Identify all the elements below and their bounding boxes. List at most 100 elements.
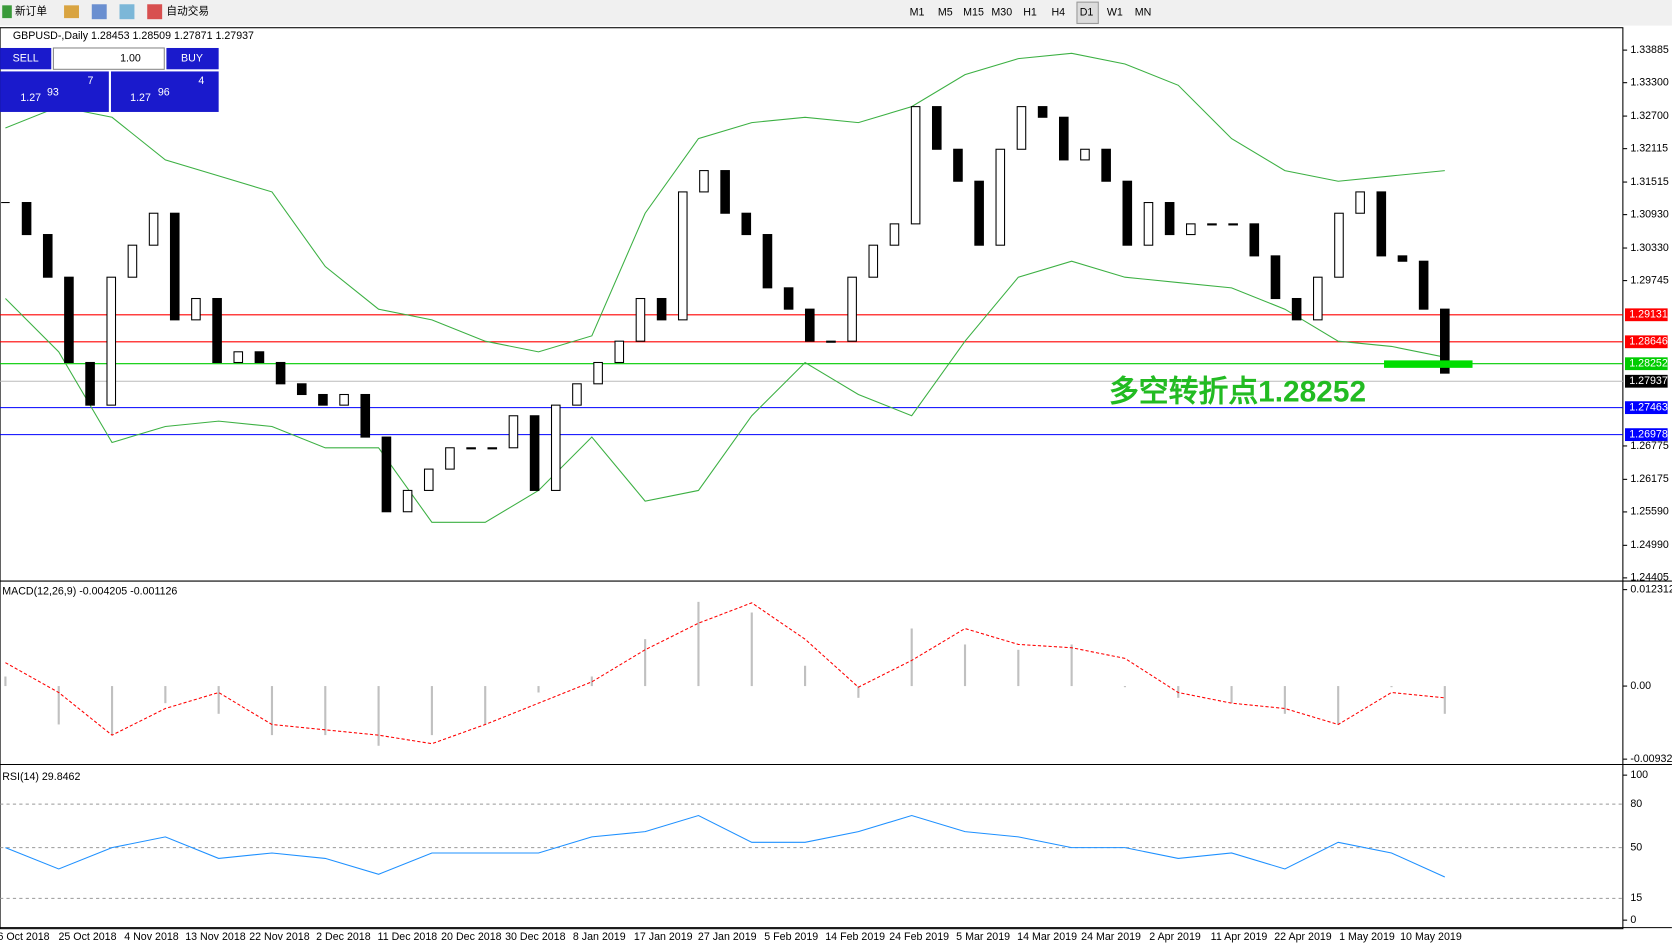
x-tick-label: 1 May 2019	[1339, 931, 1395, 943]
auto-trade[interactable]: 自动交易	[166, 5, 209, 18]
level-tag	[1625, 428, 1668, 442]
candle	[212, 297, 222, 364]
macd-bar	[4, 676, 7, 687]
candle	[529, 415, 540, 491]
candle	[1164, 202, 1175, 236]
buy-price-box[interactable]	[110, 71, 219, 112]
y-tick-label: 1.26775	[1630, 440, 1669, 452]
macd-bar	[1017, 649, 1020, 687]
icon[interactable]	[119, 4, 135, 20]
x-tick-label: 5 Feb 2019	[764, 931, 818, 943]
level-tag	[1625, 308, 1668, 322]
y-tick-label: 1.32700	[1630, 110, 1669, 122]
candle	[931, 106, 942, 150]
candle	[1334, 212, 1344, 278]
icon[interactable]	[147, 4, 163, 20]
candle	[1228, 223, 1238, 226]
buy-big: 1.27	[130, 92, 151, 104]
candle	[85, 361, 95, 406]
candle	[1440, 308, 1450, 374]
y-tick-label: 1.33885	[1630, 44, 1669, 56]
rsi-line	[5, 814, 1446, 878]
y-tick-label: 80	[1630, 798, 1642, 810]
icon[interactable]	[91, 4, 107, 20]
y-tick-label: 1.24405	[1630, 572, 1669, 584]
period-button[interactable]: M5	[938, 7, 953, 19]
candle	[720, 170, 730, 214]
candle	[1291, 297, 1302, 321]
candle	[953, 148, 963, 182]
y-tick-label: 50	[1630, 841, 1642, 853]
y-tick-label: 0	[1630, 914, 1636, 926]
candle	[148, 212, 159, 246]
y-tick-label: 15	[1630, 892, 1642, 904]
candle	[1249, 223, 1260, 257]
x-tick-label: 22 Apr 2019	[1274, 931, 1332, 943]
volume-box[interactable]	[52, 47, 165, 70]
macd-bar	[910, 628, 913, 687]
candle	[1016, 106, 1027, 150]
icon[interactable]	[64, 5, 79, 19]
band-lower	[5, 260, 1445, 523]
level-tag	[1625, 335, 1668, 349]
level-label: 1.28646	[1629, 336, 1668, 348]
x-tick-label: 11 Apr 2019	[1211, 931, 1268, 943]
candle	[974, 180, 984, 246]
candle	[64, 276, 74, 364]
x-tick-label: 2 Dec 2018	[316, 931, 371, 943]
y-tick-label: 1.24990	[1630, 539, 1669, 551]
candle	[762, 234, 773, 289]
buy-button[interactable]	[166, 47, 219, 70]
macd-bar	[1123, 686, 1127, 688]
chart-header: GBPUSD-,Daily 1.28453 1.28509 1.27871 1.…	[13, 30, 254, 42]
period-button[interactable]: H1	[1023, 7, 1037, 19]
buy-pips: 96	[158, 87, 170, 99]
period-button[interactable]: M1	[910, 7, 925, 19]
candle	[593, 361, 603, 385]
candle	[508, 415, 519, 449]
sell-button[interactable]	[0, 47, 52, 70]
y-tick-label: 1.32115	[1630, 142, 1668, 154]
candle	[889, 223, 900, 246]
candle	[106, 276, 117, 406]
period-button[interactable]: H4	[1051, 7, 1065, 19]
period-button[interactable]: D1	[1080, 7, 1094, 19]
candle	[1207, 223, 1217, 226]
x-tick-label: 17 Jan 2019	[634, 931, 693, 943]
candle	[381, 436, 392, 513]
period-button[interactable]: M15	[963, 7, 984, 19]
candle	[21, 202, 32, 236]
sell-price-box[interactable]	[0, 71, 109, 112]
period-button[interactable]: W1	[1107, 7, 1123, 19]
candle	[402, 489, 413, 513]
buy-label[interactable]: BUY	[181, 52, 203, 64]
toolbar-buttons: 新订单 自动交易	[2, 1, 1099, 24]
new-order[interactable]: 新订单	[15, 5, 47, 18]
level-label: 1.29131	[1629, 309, 1668, 321]
x-tick-label: 14 Mar 2019	[1017, 931, 1077, 943]
x-tick-label: 30 Dec 2018	[505, 931, 566, 943]
candle	[572, 383, 582, 406]
period-button[interactable]: M30	[991, 7, 1012, 19]
y-tick-label: 1.30330	[1630, 242, 1669, 254]
macd-bar	[324, 686, 327, 736]
candle	[656, 297, 667, 321]
macd-bar	[644, 639, 647, 687]
period-button[interactable]: MN	[1135, 7, 1152, 19]
level-label: 1.28252	[1629, 358, 1668, 370]
macd-bar	[1443, 686, 1446, 714]
sell-label[interactable]: SELL	[13, 52, 39, 64]
volume[interactable]: 1.00	[120, 52, 141, 64]
macd-bar	[1070, 644, 1073, 687]
x-tick-label: 25 Oct 2018	[58, 931, 116, 943]
candle	[1058, 116, 1069, 161]
highlight-box	[1384, 360, 1473, 368]
candle	[318, 393, 328, 406]
candle	[1397, 255, 1408, 262]
macd-bar	[697, 601, 700, 687]
x-tick-label: 4 Nov 2018	[124, 931, 179, 943]
level-tag	[1625, 357, 1668, 371]
macd-bar	[804, 665, 807, 687]
chart-frame	[0, 27, 1624, 930]
